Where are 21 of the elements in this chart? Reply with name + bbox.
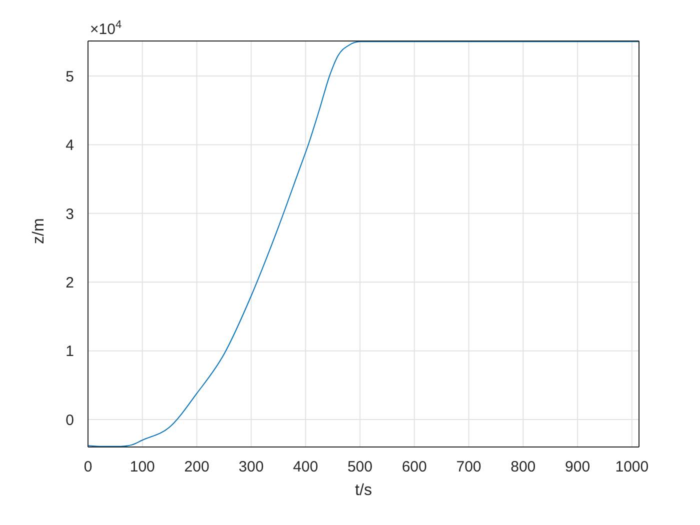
x-axis-title: t/s [355, 482, 372, 499]
y-tick-label: 5 [66, 68, 74, 86]
text: ×10$^{4}$ [90, 19, 122, 38]
x-tick-label: 1000 [615, 458, 649, 476]
x-tick-label: 900 [565, 458, 590, 476]
x-tick-label: 400 [293, 458, 318, 476]
x-tick-label: 0 [84, 458, 92, 476]
x-tick-label: 500 [347, 458, 372, 476]
y-tick-label: 1 [66, 343, 74, 360]
y-tick-label: 2 [66, 274, 74, 292]
x-tick-label: 700 [456, 458, 482, 476]
x-tick-label: 800 [510, 458, 536, 476]
y-tick-label: 3 [66, 206, 74, 223]
x-tick-label: 200 [184, 458, 210, 476]
x-tick-label: 300 [238, 458, 264, 476]
y-axis-title: z/m [30, 218, 48, 244]
line-series [88, 41, 639, 447]
x-tick-label: 600 [402, 458, 427, 476]
x-tick-label: 100 [130, 458, 155, 476]
y-tick-label: 4 [66, 137, 74, 154]
y-tick-label: 0 [66, 412, 74, 429]
